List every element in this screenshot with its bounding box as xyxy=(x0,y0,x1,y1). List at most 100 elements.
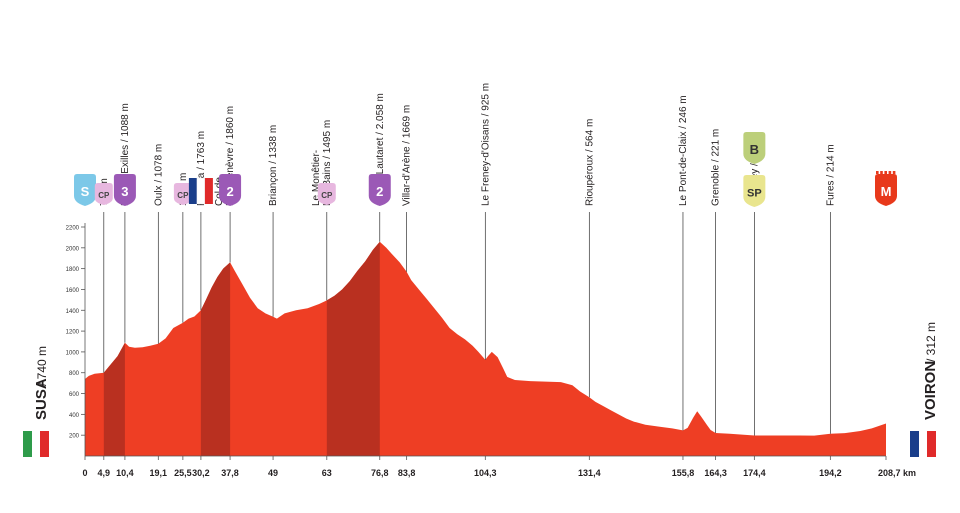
bonus-marker-icon: B xyxy=(743,132,766,164)
marker-shield xyxy=(74,174,96,206)
y-tick-label: 400 xyxy=(69,413,80,419)
marker-label: 2 xyxy=(226,184,233,199)
place-label-text: Montgenèvre / 1860 m xyxy=(225,106,236,206)
italy-flag-icon xyxy=(23,431,49,457)
marker-shield xyxy=(743,132,766,164)
sprint-marker-icon: SP xyxy=(743,175,766,207)
y-tick-label: 1800 xyxy=(66,267,80,273)
x-tick-label: 4,9 xyxy=(98,468,111,478)
x-tick-label: 208,7 km xyxy=(878,468,916,478)
y-tick-label: 200 xyxy=(69,434,80,440)
flag-stripe xyxy=(188,178,197,204)
place-label: Oulx / 1078 m xyxy=(153,144,164,206)
crown-notch xyxy=(892,171,896,174)
place-label-text: Col du Lautaret / 2.058 m xyxy=(375,93,386,206)
place-label: Le Freney-d'Oisans / 925 m xyxy=(480,83,491,206)
finish-label: VOIRON / 312 m xyxy=(922,322,939,420)
x-tick-label: 131,4 xyxy=(578,468,601,478)
x-tick-label: 19,1 xyxy=(150,468,168,478)
crown-notch xyxy=(876,171,879,174)
place-label-text: Rioupéroux / 564 m xyxy=(584,119,595,206)
crown-notch xyxy=(888,171,892,174)
x-tick-label: 83,8 xyxy=(398,468,416,478)
place-label: Le Pont-de-Claix / 246 m xyxy=(678,95,689,206)
cp-marker-icon: CP xyxy=(173,183,192,205)
marker-label: CP xyxy=(321,191,333,200)
marker-label: M xyxy=(881,184,892,199)
climb-segment-3 xyxy=(326,241,380,456)
start-name: SUSA xyxy=(33,378,50,420)
place-label-text: Briançon / 1338 m xyxy=(268,125,279,206)
marker-label: SP xyxy=(747,187,762,199)
place-label: Briançon / 1338 m xyxy=(268,125,279,206)
place-label: Fures / 214 m xyxy=(825,144,836,206)
climb-segment-1 xyxy=(103,342,125,456)
flag-stripe xyxy=(196,177,206,205)
x-tick-label: 37,8 xyxy=(221,468,239,478)
x-tick-label: 104,3 xyxy=(474,468,497,478)
marker-shield xyxy=(173,183,192,205)
place-label: Francia / 1763 m xyxy=(196,131,207,206)
flag-stripe xyxy=(927,431,936,457)
marker-shield xyxy=(317,183,336,205)
y-tick-label: 1600 xyxy=(66,288,80,294)
marker-shield xyxy=(875,174,897,206)
place-label-text: Fures / 214 m xyxy=(825,144,836,206)
y-tick-label: 1400 xyxy=(66,309,80,315)
climb-marker-icon: 3 xyxy=(113,174,136,206)
france-flag-icon xyxy=(910,431,936,457)
place-label-text: Villar-d'Arène / 1669 m xyxy=(402,105,413,206)
x-tick-label: 30,2 xyxy=(192,468,210,478)
flag-stripe xyxy=(23,431,32,457)
cp-marker-icon: CP xyxy=(94,183,113,205)
place-label-text: Oulx / 1078 m xyxy=(153,144,164,206)
x-tick-label: 194,2 xyxy=(819,468,842,478)
place-label-text: Grenoble / 221 m xyxy=(711,129,722,206)
x-tick-label: 0 xyxy=(82,468,87,478)
y-tick-label: 600 xyxy=(69,392,80,398)
flag-stripe xyxy=(204,178,213,204)
x-tick-label: 76,8 xyxy=(371,468,389,478)
y-tick-label: 1200 xyxy=(66,330,80,336)
profile-area xyxy=(85,241,886,456)
marker-label: B xyxy=(750,142,759,157)
place-label: Le Monêtier- Les-Bains / 1495 m xyxy=(311,120,333,206)
marker-shield xyxy=(113,174,136,206)
crown-notch xyxy=(884,171,887,174)
climb-segment-2 xyxy=(200,262,231,456)
place-label: Col du Lautaret / 2.058 m xyxy=(375,93,386,206)
flag-stripe xyxy=(919,431,927,457)
finish-name: VOIRON xyxy=(922,361,939,420)
marker-shield xyxy=(94,183,113,205)
flag-stripe xyxy=(910,431,919,457)
marker-label: CP xyxy=(98,191,110,200)
x-tick-label: 25,5 xyxy=(174,468,192,478)
place-label-text: Puerto Exilles / 1088 m xyxy=(120,103,131,206)
y-tick-label: 2200 xyxy=(66,226,80,232)
place-label: Rioupéroux / 564 m xyxy=(584,119,595,206)
y-tick-label: 2000 xyxy=(66,246,80,252)
place-label: Puerto Exilles / 1088 m xyxy=(120,103,131,206)
place-label: Villar-d'Arène / 1669 m xyxy=(402,105,413,206)
place-label: Grenoble / 221 m xyxy=(711,129,722,206)
marker-label: S xyxy=(81,184,90,199)
x-tick-label: 49 xyxy=(268,468,278,478)
crown-notch xyxy=(880,171,883,174)
marker-shield xyxy=(368,174,391,206)
x-tick-label: 155,8 xyxy=(672,468,695,478)
marker-label: CP xyxy=(177,191,189,200)
climb-marker-icon: 2 xyxy=(368,174,391,206)
place-label-text: Noyarey / 197 m xyxy=(749,133,760,206)
flag-stripe xyxy=(32,431,40,457)
start-altitude: / 740 m xyxy=(35,346,49,386)
finish-altitude: / 312 m xyxy=(924,322,938,362)
start-marker-icon: S xyxy=(74,174,96,206)
start-label: SUSA / 740 m xyxy=(33,346,50,420)
y-tick-label: 800 xyxy=(69,371,80,377)
france-flag-icon xyxy=(188,177,213,205)
marker-shield xyxy=(219,174,242,206)
x-tick-label: 63 xyxy=(322,468,332,478)
place-label-text: Les-Bains / 1495 m xyxy=(322,120,333,206)
